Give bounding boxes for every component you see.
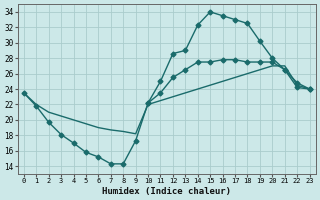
X-axis label: Humidex (Indice chaleur): Humidex (Indice chaleur) xyxy=(102,187,231,196)
